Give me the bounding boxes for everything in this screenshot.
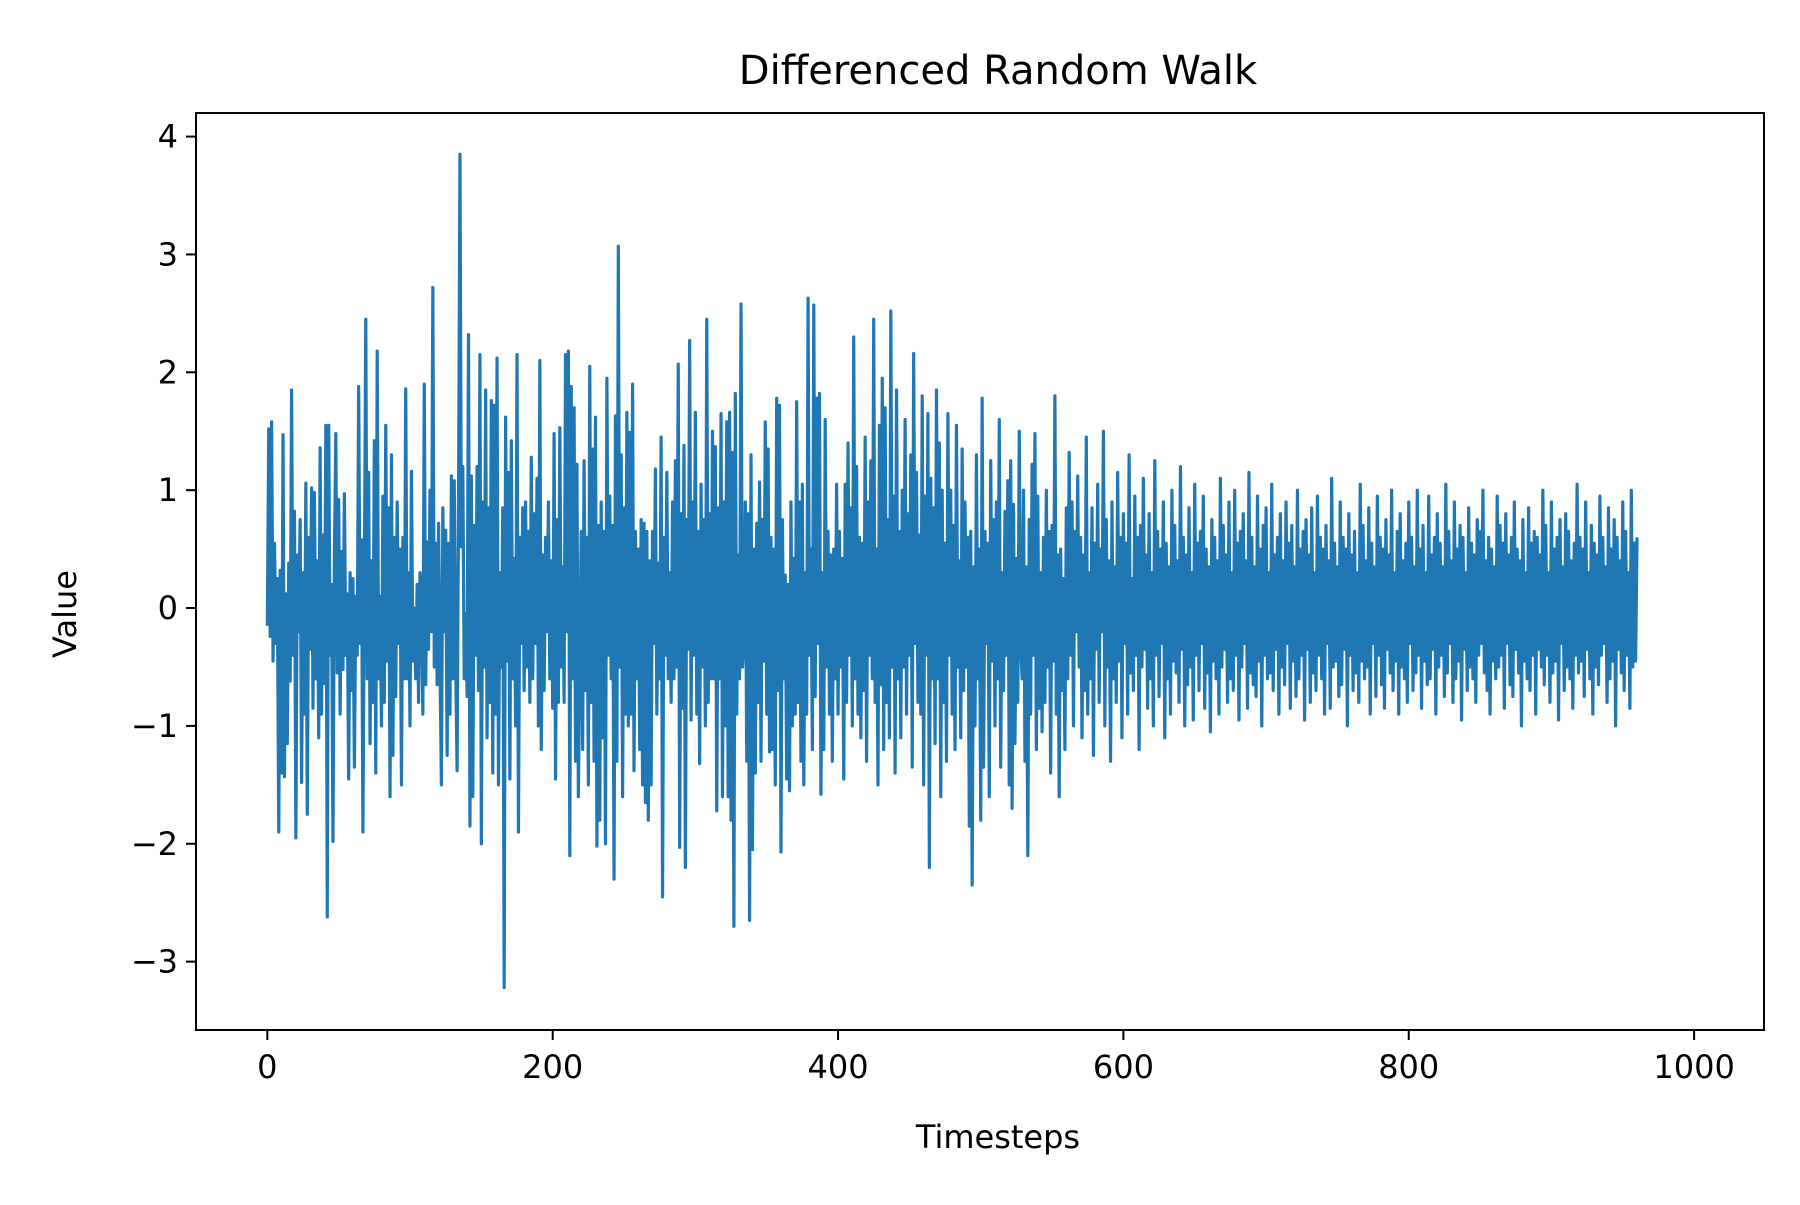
y-tick-label: 1 [158,471,178,509]
plot-frame [195,112,1765,1031]
x-tick-label: 600 [1093,1048,1154,1086]
y-tick-label: −1 [131,707,178,745]
y-tick-label: 3 [158,235,178,273]
x-tick-label: 200 [522,1048,583,1086]
x-axis: 0 200 400 600 800 1000 [257,1030,1735,1086]
x-tick-label: 400 [807,1048,868,1086]
x-tick-label: 0 [257,1048,277,1086]
plot-area [265,152,1639,990]
x-tick-label: 800 [1378,1048,1439,1086]
y-axis-label: Value [46,570,84,658]
y-tick-label: 2 [158,353,178,391]
series-line [265,152,1639,990]
x-axis-label: Timesteps [915,1118,1080,1156]
y-tick-label: −3 [131,943,178,981]
y-tick-label: 0 [158,589,178,627]
y-tick-label: −2 [131,825,178,863]
y-tick-label: 4 [158,118,178,156]
x-tick-label: 1000 [1653,1048,1734,1086]
chart-title: Differenced Random Walk [739,48,1258,94]
y-axis: −3 −2 −1 0 1 2 3 4 [131,118,196,981]
